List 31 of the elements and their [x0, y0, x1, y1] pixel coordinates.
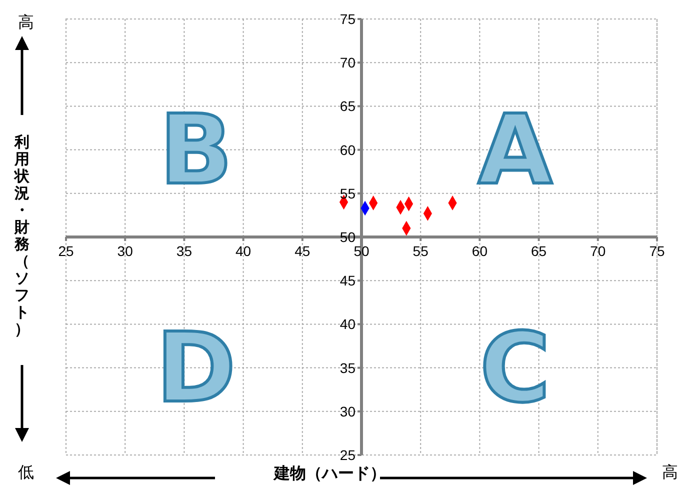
x-tick-label: 50 — [354, 243, 370, 259]
x-tick-label: 55 — [412, 243, 429, 259]
x-tick-label: 60 — [472, 243, 488, 259]
text: 高 — [662, 462, 678, 482]
text: 低 — [18, 462, 34, 482]
annotation: B — [159, 94, 233, 206]
x-tick-label: 30 — [117, 243, 134, 259]
y-tick-label: 60 — [340, 142, 356, 158]
y-tick-label: 30 — [340, 403, 356, 420]
y-tick-label: 70 — [340, 54, 356, 71]
x-axis-title: 建物（ハード） — [272, 464, 386, 482]
x-tick-label: 25 — [58, 243, 74, 259]
annotation: C — [480, 312, 550, 424]
y-tick-label: 40 — [340, 316, 356, 332]
annotation: D — [156, 312, 236, 424]
x-tick-label: 70 — [590, 243, 606, 259]
y-tick-label: 35 — [340, 360, 356, 376]
text: 高 — [18, 12, 34, 32]
x-tick-label: 65 — [531, 243, 547, 259]
y-tick-label: 50 — [340, 229, 356, 245]
x-tick-label: 45 — [294, 243, 310, 259]
text: 利用状況・財務（ソフト） — [14, 133, 30, 338]
y-tick-label: 75 — [340, 11, 356, 27]
x-tick-label: 75 — [649, 243, 665, 259]
x-tick-label: 35 — [176, 243, 192, 259]
y-tick-label: 45 — [340, 272, 356, 289]
y-tick-label: 65 — [340, 98, 356, 114]
y-tick-label: 25 — [340, 447, 356, 463]
x-tick-label: 40 — [236, 243, 252, 259]
y-tick-label: 55 — [340, 185, 356, 202]
annotation: A — [478, 94, 552, 206]
